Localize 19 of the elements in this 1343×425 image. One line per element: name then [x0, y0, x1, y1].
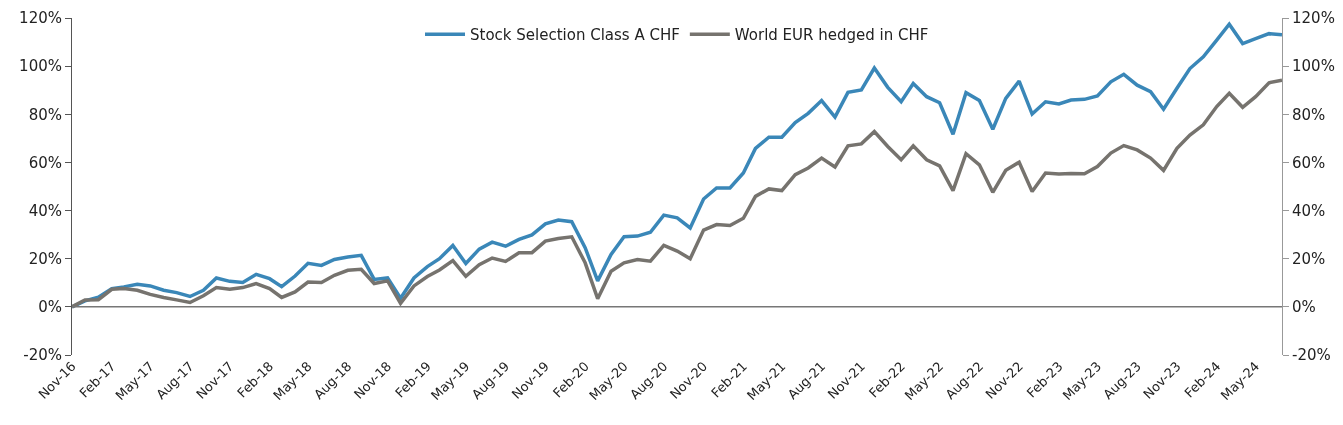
y-tick-label: 40%: [28, 201, 62, 220]
line-series: [72, 78, 1282, 309]
y2-tick-label: 80%: [1292, 105, 1326, 124]
y2-tick-label: 40%: [1292, 201, 1326, 220]
y2-tick-label: 60%: [1292, 153, 1326, 172]
y-tick-label: 20%: [28, 249, 62, 268]
y2-tick-label: -20%: [1292, 346, 1331, 365]
y-tick-label: 0%: [38, 298, 62, 317]
y-tick-label: -20%: [23, 346, 62, 365]
y2-tick-label: 0%: [1292, 298, 1316, 317]
legend-label: Stock Selection Class A CHF: [470, 26, 680, 45]
y2-tick-label: 100%: [1292, 57, 1335, 76]
y-tick-label: 100%: [19, 57, 62, 76]
y-tick-label: 120%: [19, 9, 62, 28]
y2-tick-label: 120%: [1292, 9, 1335, 28]
legend-label: World EUR hedged in CHF: [734, 26, 929, 45]
y-tick-label: 60%: [28, 153, 62, 172]
y-tick-label: 80%: [28, 105, 62, 124]
y2-tick-label: 20%: [1292, 249, 1326, 268]
